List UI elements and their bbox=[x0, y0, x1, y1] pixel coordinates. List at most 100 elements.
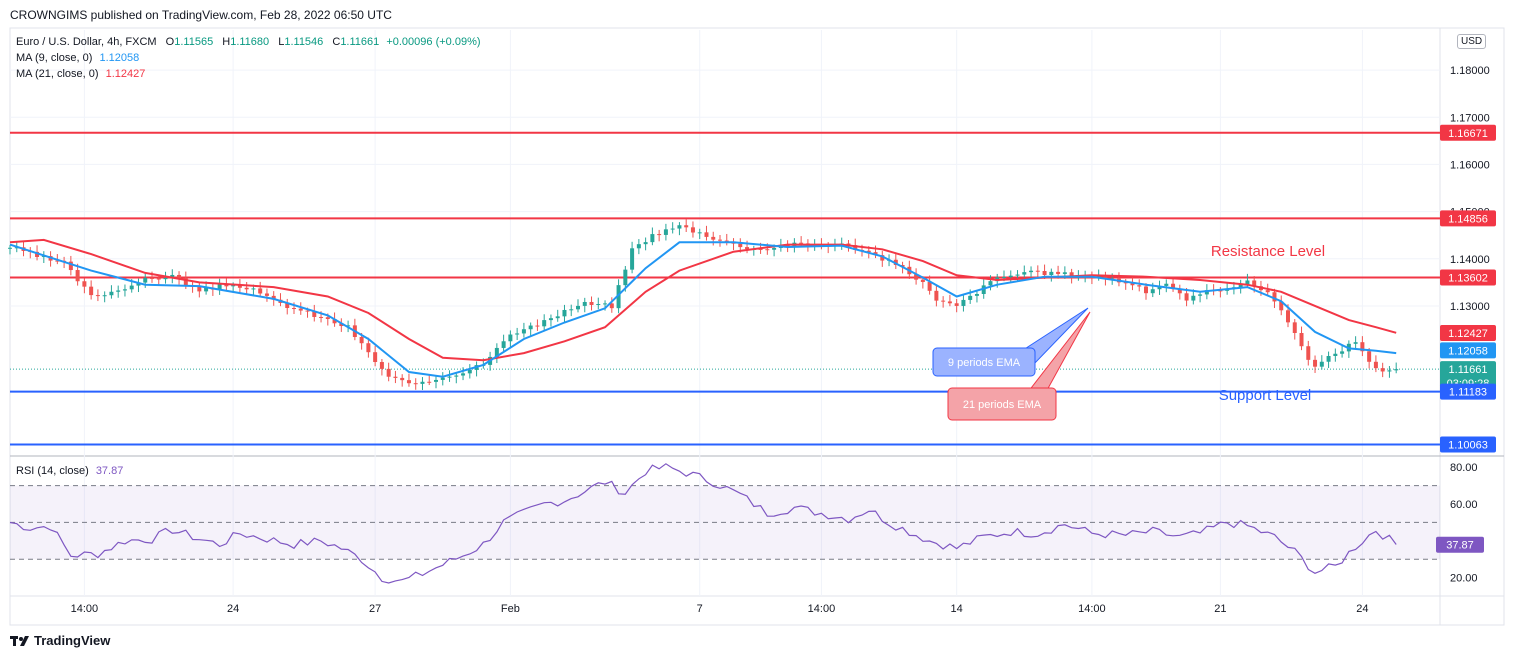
candle-body bbox=[1191, 295, 1196, 301]
candle-body bbox=[954, 303, 959, 306]
candle-body bbox=[75, 270, 80, 282]
rsi-value: 37.87 bbox=[95, 465, 124, 477]
candle-body bbox=[143, 277, 148, 283]
candle-body bbox=[772, 247, 777, 250]
candle-body bbox=[690, 227, 695, 233]
currency-button[interactable]: USD bbox=[1457, 34, 1487, 49]
price-badge-label: 1.12427 bbox=[1448, 328, 1488, 340]
candle-body bbox=[1002, 277, 1006, 279]
candle-body bbox=[974, 293, 979, 296]
candle-body bbox=[35, 251, 40, 257]
candle-body bbox=[947, 301, 952, 304]
brand-label: TradingView bbox=[34, 633, 111, 648]
time-tick-label: 14:00 bbox=[1078, 603, 1106, 615]
symbol-legend: Euro / U.S. Dollar, 4h, FXCM O1.11565 H1… bbox=[16, 36, 481, 48]
candle-body bbox=[697, 232, 702, 234]
candle-body bbox=[1029, 270, 1034, 273]
candle-body bbox=[1177, 289, 1182, 294]
price-badge-label: 1.16671 bbox=[1448, 128, 1488, 140]
candle-body bbox=[386, 368, 391, 377]
candle-body bbox=[914, 274, 919, 280]
rsi-tick-label: 60.00 bbox=[1450, 499, 1478, 511]
candle-body bbox=[582, 301, 587, 306]
ma21-legend[interactable]: MA (21, close, 0) 1.12427 bbox=[16, 68, 146, 80]
candle-body bbox=[298, 308, 303, 311]
candle-body bbox=[961, 299, 966, 306]
ma21-line bbox=[9, 238, 1397, 362]
axes: 1.180001.170001.160001.150001.140001.130… bbox=[71, 65, 1496, 615]
time-tick-label: 14 bbox=[951, 603, 963, 615]
candle-body bbox=[738, 243, 743, 248]
open-value: 1.11565 bbox=[174, 36, 214, 48]
candle-body bbox=[224, 284, 229, 287]
ma9-legend[interactable]: MA (9, close, 0) 1.12058 bbox=[16, 52, 140, 64]
candle-body bbox=[204, 287, 209, 292]
candle-body bbox=[440, 377, 445, 380]
candle-body bbox=[1069, 272, 1074, 277]
candle-body bbox=[785, 245, 790, 247]
candle-body bbox=[400, 377, 405, 381]
candle-body bbox=[1056, 271, 1061, 274]
candle-body bbox=[413, 383, 418, 385]
candle-body bbox=[941, 300, 946, 302]
candle-body bbox=[231, 285, 236, 287]
candle-body bbox=[596, 304, 601, 306]
candle-body bbox=[515, 333, 520, 335]
candle-body bbox=[650, 234, 655, 243]
price-tick-label: 1.13000 bbox=[1450, 301, 1490, 313]
publish-header: CROWNGIMS published on TradingView.com, … bbox=[10, 8, 392, 22]
candle-body bbox=[271, 295, 276, 300]
candle-body bbox=[988, 281, 993, 286]
candle-body bbox=[548, 318, 553, 321]
candle-body bbox=[663, 229, 668, 235]
candle-body bbox=[393, 376, 398, 378]
candle-body bbox=[434, 379, 438, 382]
candle-body bbox=[562, 309, 567, 317]
grid-lines bbox=[9, 27, 1505, 626]
candle-body bbox=[163, 278, 168, 280]
candle-body bbox=[1367, 351, 1372, 362]
candle-body bbox=[1015, 274, 1020, 276]
time-tick-label: 21 bbox=[1214, 603, 1226, 615]
ema21-callout-label: 21 periods EMA bbox=[963, 399, 1042, 411]
candle-body bbox=[1042, 271, 1047, 276]
high-value: 1.11680 bbox=[230, 36, 270, 48]
candle-body bbox=[576, 305, 580, 310]
candle-body bbox=[237, 285, 242, 288]
candle-body bbox=[217, 284, 222, 290]
candle-body bbox=[1286, 310, 1290, 323]
price-tick-label: 1.17000 bbox=[1450, 112, 1490, 124]
candle-body bbox=[1306, 346, 1311, 360]
ema9-callout-box bbox=[932, 347, 1036, 377]
candle-body bbox=[670, 228, 675, 230]
candle-body bbox=[454, 375, 459, 377]
candle-body bbox=[1299, 332, 1304, 347]
price-badge-support bbox=[1440, 436, 1496, 453]
candle-body bbox=[156, 278, 161, 280]
candle-body bbox=[569, 309, 574, 311]
candle-body bbox=[718, 239, 722, 241]
candle-body bbox=[379, 362, 384, 369]
price-tick-label: 1.18000 bbox=[1450, 65, 1490, 77]
price-badge-resistance bbox=[1440, 210, 1496, 227]
candle-body bbox=[332, 319, 337, 324]
tradingview-footer: TradingView bbox=[10, 633, 110, 648]
time-tick-label: Feb bbox=[501, 603, 520, 615]
candle-body bbox=[934, 290, 939, 301]
candle-body bbox=[1130, 283, 1135, 286]
rsi-legend[interactable]: RSI (14, close) 37.87 bbox=[16, 465, 124, 477]
candle-body bbox=[1137, 285, 1142, 287]
price-badge-ma9 bbox=[1440, 342, 1496, 359]
candle-body bbox=[1387, 370, 1392, 372]
price-badge-label: 1.12058 bbox=[1448, 345, 1488, 357]
candle-body bbox=[359, 337, 364, 344]
candle-body bbox=[170, 274, 175, 279]
price-tick-label: 1.16000 bbox=[1450, 159, 1490, 171]
price-badge-resistance bbox=[1440, 269, 1496, 286]
time-tick-label: 7 bbox=[697, 603, 703, 615]
candle-body bbox=[1265, 290, 1270, 293]
candle-body bbox=[1394, 369, 1399, 371]
price-badge-label: 1.10063 bbox=[1448, 439, 1488, 451]
candle-body bbox=[1252, 280, 1257, 287]
